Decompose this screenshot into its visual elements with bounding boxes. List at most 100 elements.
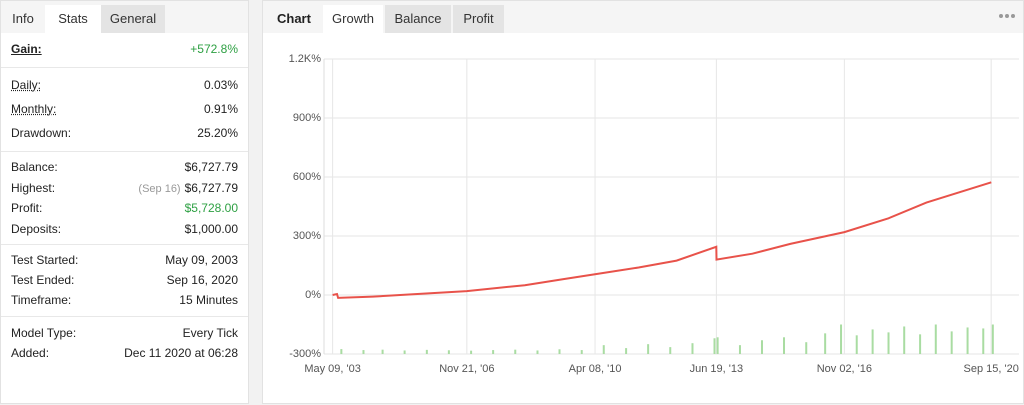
volume-bar (669, 347, 672, 354)
stat-value: Dec 11 2020 at 06:28 (124, 346, 238, 360)
stat-value: May 09, 2003 (165, 253, 238, 267)
volume-bar (840, 324, 843, 354)
stat-row: Test Started: May 09, 2003 (1, 250, 248, 270)
panel-header: Chart (277, 11, 311, 26)
volume-bar (362, 350, 365, 354)
tab-bar: Info Stats General (1, 1, 248, 33)
stat-row: Highest: (Sep 16) $6,727.79 (1, 178, 248, 199)
y-tick-label: 600% (293, 171, 321, 183)
stat-value: +572.8% (190, 42, 238, 56)
stat-value-wrap: Every Tick (183, 323, 238, 343)
stat-row: Deposits: $1,000.00 (1, 219, 248, 240)
stat-value: Every Tick (182, 326, 238, 340)
tab[interactable]: Stats (45, 5, 101, 33)
stat-value-wrap: 25.20% (197, 121, 238, 145)
stat-label: Daily: (11, 78, 42, 92)
stat-value-wrap: +572.8% (190, 37, 238, 61)
volume-bar (580, 350, 583, 354)
volume-bar (871, 329, 874, 354)
y-tick-label: 0% (305, 289, 321, 301)
y-tick-label: -300% (289, 348, 321, 360)
volume-bar (340, 349, 343, 354)
volume-bar (855, 335, 858, 354)
stat-value: $6,727.79 (184, 180, 238, 195)
x-tick-label: Nov 02, '16 (817, 363, 872, 375)
stat-row: Added: Dec 11 2020 at 06:28 (1, 343, 248, 363)
stat-value: $1,000.00 (184, 221, 238, 236)
volume-bar (934, 324, 937, 354)
x-tick-label: Jun 19, '13 (690, 363, 743, 375)
volume-bar (903, 326, 906, 354)
stat-value-wrap: 0.03% (204, 73, 238, 97)
volume-bar (950, 331, 953, 354)
volume-bar (982, 328, 985, 354)
tab-bar: Chart Growth Balance Profit (263, 1, 1023, 33)
volume-bar (887, 332, 890, 354)
stats-group: Balance: $6,727.79 Highest: (Sep 16) $6,727.… (1, 152, 248, 245)
stat-row: Drawdown: 25.20% (1, 121, 248, 145)
volume-bar (514, 349, 517, 354)
y-tick-label: 900% (293, 112, 321, 124)
x-tick-label: Nov 21, '06 (439, 363, 494, 375)
stat-value-wrap: 15 Minutes (179, 290, 238, 310)
stat-value-wrap: Dec 11 2020 at 06:28 (124, 343, 238, 363)
stat-label: Timeframe: (11, 293, 72, 307)
tab[interactable]: Info (1, 5, 45, 33)
stat-row: Gain: +572.8% (1, 37, 248, 61)
stats-group: Gain: +572.8% (1, 33, 248, 68)
stat-value-wrap: 0.91% (204, 97, 238, 121)
volume-bar (691, 343, 694, 354)
stats-list: Gain: +572.8% Daily: 0.03% Monthly: 0.91% Draw… (1, 33, 248, 363)
tab[interactable]: Profit (453, 5, 504, 33)
volume-bar (425, 349, 428, 354)
stat-row: Balance: $6,727.79 (1, 157, 248, 178)
stat-label: Added: (11, 346, 50, 360)
more-menu[interactable] (997, 11, 1017, 21)
stat-value: 25.20% (197, 126, 238, 140)
volume-bar (805, 342, 808, 354)
stat-value: $6,727.79 (184, 160, 238, 174)
tab[interactable]: General (101, 5, 165, 33)
volume-bar (783, 337, 786, 354)
stat-value: $5,728.00 (184, 201, 238, 215)
stats-group: Daily: 0.03% Monthly: 0.91% Drawdown: 25.20% (1, 68, 248, 152)
stat-label: Monthly: (11, 102, 57, 116)
stat-value-wrap: Sep 16, 2020 (167, 270, 238, 290)
volume-bar (403, 350, 406, 354)
stats-group: Test Started: May 09, 2003 Test Ended: Sep … (1, 245, 248, 317)
stat-label: Test Ended: (11, 273, 75, 287)
stat-row: Monthly: 0.91% (1, 97, 248, 121)
volume-bar (470, 350, 473, 354)
volume-bar (602, 345, 605, 354)
x-tick-label: May 09, '03 (304, 363, 361, 375)
stat-row: Test Ended: Sep 16, 2020 (1, 270, 248, 290)
stat-row: Model Type: Every Tick (1, 323, 248, 343)
stat-value: 15 Minutes (179, 293, 238, 307)
volume-bar (760, 340, 763, 354)
volume-bar (381, 349, 384, 354)
volume-bar (991, 324, 994, 354)
volume-bar (919, 334, 922, 354)
stats-panel: Info Stats General Gain: +572.8% Daily: 0.03%… (0, 0, 249, 404)
volume-bar (738, 345, 741, 354)
volume-bar (966, 327, 969, 354)
tab[interactable]: Growth (323, 5, 383, 33)
stat-label: Drawdown: (11, 126, 72, 140)
growth-line (332, 181, 992, 299)
stat-row: Timeframe: 15 Minutes (1, 290, 248, 310)
tab[interactable]: Balance (385, 5, 451, 33)
stat-value: 0.03% (203, 78, 238, 92)
stat-label: Balance: (11, 160, 58, 174)
volume-bar (713, 338, 716, 354)
volume-bar (824, 333, 827, 354)
stat-row: Profit: $5,728.00 (1, 198, 248, 219)
growth-chart: -300% 0% 300% 600% 900% 1.2K% May 09, '03 Nov 2… (289, 53, 1019, 375)
volume-bar (536, 350, 539, 354)
stat-note: (Sep 16) (138, 182, 181, 195)
stat-label: Test Started: (11, 253, 79, 267)
stat-value-wrap: $5,728.00 (185, 198, 238, 219)
stats-group: Model Type: Every Tick Added: Dec 11 2020 a… (1, 317, 248, 363)
volume-bar (492, 350, 495, 354)
y-tick-label: 1.2K% (289, 53, 322, 65)
